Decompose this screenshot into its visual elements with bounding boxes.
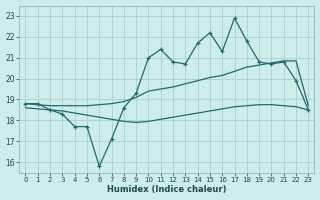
X-axis label: Humidex (Indice chaleur): Humidex (Indice chaleur)	[107, 185, 227, 194]
